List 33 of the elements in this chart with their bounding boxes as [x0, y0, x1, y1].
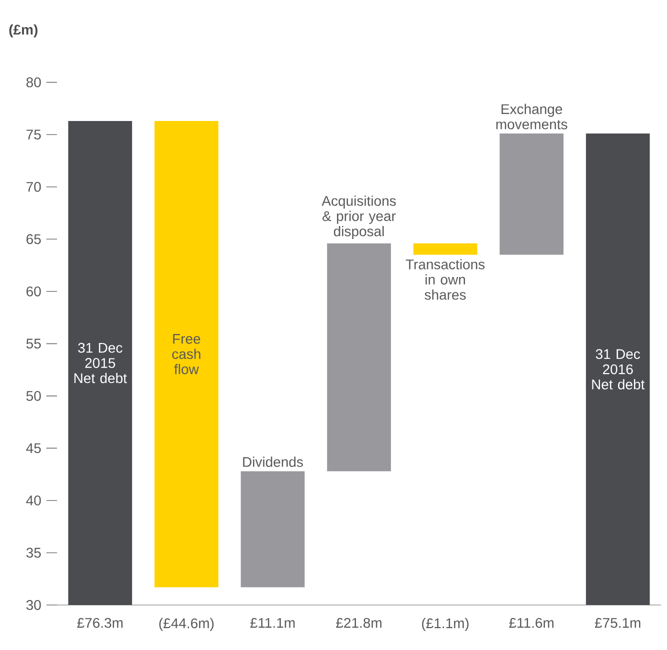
bar: [154, 121, 218, 588]
bar: [68, 121, 132, 605]
x-tick-label: Transactions in own shares: [406, 259, 485, 300]
data-label: £76.3m: [77, 618, 123, 628]
y-tick-label: 40: [26, 496, 41, 506]
y-tick-label: 65: [26, 234, 41, 244]
bar: [500, 134, 564, 255]
data-label: £75.1m: [594, 618, 640, 628]
x-tick-label: Acquisitions & prior year disposal: [322, 196, 396, 240]
bar: [240, 471, 305, 588]
bar: [586, 134, 650, 605]
y-tick-label: 45: [26, 443, 41, 454]
bar: [327, 243, 391, 472]
x-tick-label: Free cash flow: [172, 334, 200, 374]
data-label: £11.1m: [250, 618, 295, 628]
y-tick-label: 75: [26, 130, 41, 140]
x-tick-label: 31 Dec 2015 Net debt: [74, 342, 127, 384]
x-tick-label: Exchange movements: [496, 104, 568, 130]
x-tick-label: Dividends: [243, 456, 303, 467]
data-label: (£1.1m): [422, 618, 469, 631]
y-tick-label: 30: [26, 600, 41, 610]
y-tick-label: 50: [26, 390, 41, 401]
y-tick-label: 35: [26, 548, 41, 558]
x-tick-label: 31 Dec 2016 Net debt: [592, 349, 645, 390]
y-axis-title: (£m): [9, 24, 38, 38]
data-label: (£44.6m): [159, 618, 214, 631]
y-tick-label: 80: [26, 77, 41, 88]
data-label: £21.8m: [336, 618, 382, 628]
y-tick-label: 55: [26, 338, 41, 349]
y-tick-label: 60: [26, 286, 41, 296]
data-label: £11.6m: [509, 618, 554, 628]
bar: [413, 243, 478, 255]
y-tick-label: 70: [26, 182, 41, 192]
